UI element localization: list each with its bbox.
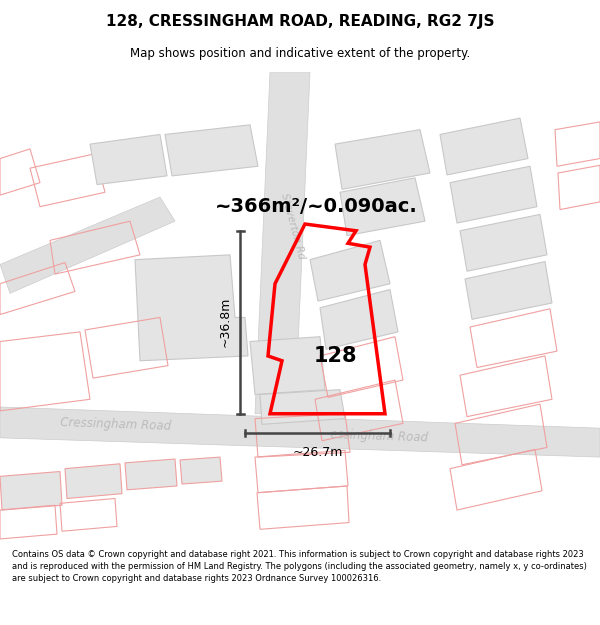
Text: ~36.8m: ~36.8m <box>219 297 232 348</box>
Polygon shape <box>465 262 552 319</box>
Polygon shape <box>0 471 62 510</box>
Polygon shape <box>90 134 167 184</box>
Text: Contains OS data © Crown copyright and database right 2021. This information is : Contains OS data © Crown copyright and d… <box>12 550 587 582</box>
Polygon shape <box>65 464 122 499</box>
Polygon shape <box>250 337 325 394</box>
Polygon shape <box>180 457 222 484</box>
Polygon shape <box>335 129 430 189</box>
Polygon shape <box>260 389 345 424</box>
Text: Staverton Rd: Staverton Rd <box>280 192 307 260</box>
Polygon shape <box>340 177 425 236</box>
Text: ~26.7m: ~26.7m <box>292 446 343 459</box>
Text: 128, CRESSINGHAM ROAD, READING, RG2 7JS: 128, CRESSINGHAM ROAD, READING, RG2 7JS <box>106 14 494 29</box>
Polygon shape <box>310 241 390 301</box>
Polygon shape <box>135 255 248 361</box>
Polygon shape <box>0 407 600 457</box>
Text: essingham Road: essingham Road <box>330 428 428 444</box>
Text: 128: 128 <box>313 346 357 366</box>
Polygon shape <box>440 118 528 175</box>
Polygon shape <box>255 72 310 414</box>
Polygon shape <box>450 166 537 223</box>
Text: Map shows position and indicative extent of the property.: Map shows position and indicative extent… <box>130 48 470 61</box>
Polygon shape <box>460 214 547 271</box>
Polygon shape <box>125 459 177 490</box>
Text: ~366m²/~0.090ac.: ~366m²/~0.090ac. <box>215 198 418 216</box>
Polygon shape <box>165 125 258 176</box>
Polygon shape <box>320 289 398 349</box>
Text: Cressingham Road: Cressingham Road <box>60 416 172 432</box>
Polygon shape <box>0 197 175 293</box>
